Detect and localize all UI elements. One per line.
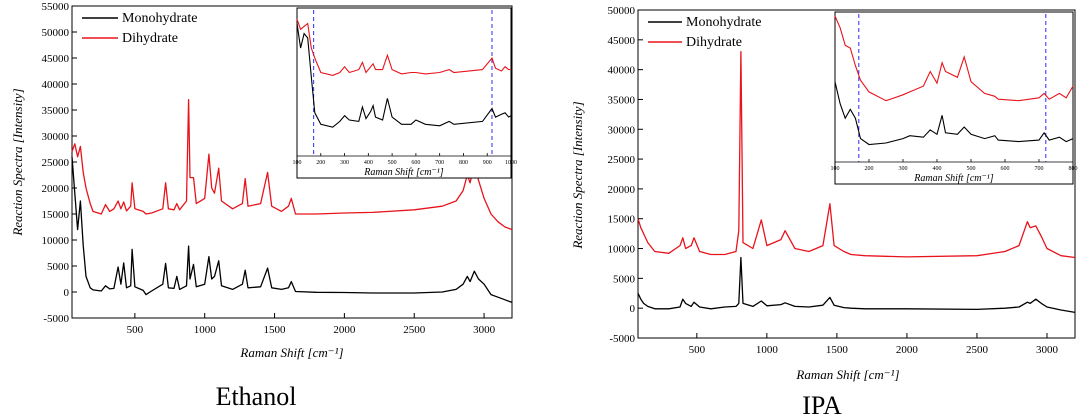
ipa-inset-x-tick-label: 800 [1069, 166, 1078, 172]
ethanol-x-tick-label: 3000 [473, 324, 496, 336]
ethanol-inset-x-tick-label: 400 [364, 160, 373, 166]
ipa-inset-x-tick-label: 700 [1035, 166, 1044, 172]
ipa-y-tick-label: 25000 [608, 154, 636, 166]
ipa-y-axis-label: Reaction Spectra [Intensity] [570, 101, 585, 249]
ipa-inset-x-tick-label: 200 [865, 166, 874, 172]
ethanol-x-axis-label: Raman Shift [cm⁻¹] [239, 345, 343, 360]
ipa-y-tick-labels: -5000 0 5000 10000 15000 20000 25000 30000 35000… [608, 5, 643, 345]
ethanol-y-tick-label: 40000 [42, 79, 70, 91]
ethanol-x-tick-label: 1500 [264, 324, 287, 336]
legend-label-dihydrate: Dihydrate [686, 35, 742, 50]
ethanol-y-tick-label: 45000 [42, 53, 70, 65]
ipa-x-tick-label: 3000 [1036, 344, 1059, 356]
ipa-y-tick-label: 35000 [608, 94, 636, 106]
ethanol-inset-x-tick-label: 500 [388, 160, 397, 166]
ipa-y-tick-label: -5000 [609, 333, 635, 345]
ethanol-x-tick-label: 2500 [403, 324, 426, 336]
ipa-x-tick-label: 2000 [896, 344, 919, 356]
ethanol-inset-x-tick-label: 200 [316, 160, 325, 166]
ipa-x-tick-label: 2500 [966, 344, 989, 356]
ethanol-x-tick-label: 500 [127, 324, 144, 336]
ethanol-y-tick-label: -5000 [43, 313, 69, 325]
ethanol-inset-frame [296, 7, 512, 179]
ethanol-y-tick-label: 5000 [47, 261, 70, 273]
ipa-x-tick-label: 1000 [756, 344, 779, 356]
ethanol-x-tick-label: 1000 [194, 324, 217, 336]
ipa-inset-frame [834, 11, 1074, 185]
ethanol-series-monohydrate [71, 156, 513, 304]
ipa-y-tick-label: 5000 [613, 273, 636, 285]
ipa-x-tick-label: 1500 [826, 344, 849, 356]
ipa-inset-x-tick-label: 600 [1001, 166, 1010, 172]
ipa-inset-series-dihydrate [834, 15, 1074, 102]
ipa-inset-x-tick-label: 300 [899, 166, 908, 172]
ipa-y-tick-label: 45000 [608, 35, 636, 47]
ipa-legend: Monohydrate Dihydrate [648, 15, 761, 50]
ipa-x-axis-label: Raman Shift [cm⁻¹] [795, 367, 899, 382]
ipa-panel: -5000 0 5000 10000 15000 20000 25000 30000 35000… [570, 5, 1078, 419]
ethanol-inset-x-tick-label: 700 [435, 160, 444, 166]
ethanol-legend: Monohydrate Dihydrate [82, 11, 197, 46]
ipa-inset-x-tick-label: 500 [967, 166, 976, 172]
ethanol-inset-x-axis-label: Raman Shift [cm⁻¹] [363, 167, 443, 178]
ethanol-panel: -5000 0 5000 10000 15000 20000 25000 30000 35000… [10, 1, 517, 411]
ipa-y-tick-label: 30000 [608, 124, 636, 136]
ethanol-inset-x-tick-label: 600 [411, 160, 420, 166]
ipa-series-group [637, 51, 1076, 314]
ethanol-inset-x-tick-label: 300 [340, 160, 349, 166]
ipa-y-tick-label: 50000 [608, 5, 636, 17]
ipa-inset-x-axis-label: Raman Shift [cm⁻¹] [913, 173, 993, 184]
legend-label-dihydrate: Dihydrate [122, 31, 178, 46]
ethanol-x-tick-labels: 500 1000 1500 2000 2500 3000 [127, 313, 496, 336]
ethanol-y-tick-label: 20000 [42, 183, 70, 195]
ipa-x-tick-label: 500 [689, 344, 706, 356]
ethanol-inset-x-tick-label: 1000 [505, 160, 517, 166]
ethanol-inset-series-monohydrate [296, 23, 512, 128]
legend-label-monohydrate: Monohydrate [122, 11, 197, 26]
ipa-y-tick-label: 10000 [608, 244, 636, 256]
ethanol-y-axis-label: Reaction Spectra [Intensity] [10, 88, 25, 236]
ipa-inset: 100 200 300 400 500 600 700 800 Raman Shift [cm⁻… [831, 11, 1078, 185]
ethanol-caption: Ethanol [216, 382, 297, 411]
ethanol-inset-series-dihydrate [296, 19, 511, 76]
ethanol-y-tick-label: 25000 [42, 157, 70, 169]
ethanol-y-tick-label: 10000 [42, 235, 70, 247]
ipa-plot-frame [637, 9, 1076, 339]
ethanol-inset: 100 200 300 400 500 600 700 800 900 1000 Raman Shi… [293, 7, 517, 179]
ethanol-y-tick-label: 0 [64, 287, 70, 299]
ethanol-y-tick-label: 55000 [42, 1, 70, 13]
ethanol-inset-x-tick-label: 800 [459, 160, 468, 166]
ipa-y-tick-label: 40000 [608, 65, 636, 77]
ipa-inset-x-tick-label: 100 [831, 166, 840, 172]
legend-label-monohydrate: Monohydrate [686, 15, 761, 30]
ipa-y-tick-label: 0 [630, 303, 636, 315]
ethanol-y-tick-label: 15000 [42, 209, 70, 221]
ethanol-series-dihydrate [71, 98, 513, 231]
ipa-series-dihydrate [637, 51, 1076, 259]
ipa-series-monohydrate [637, 256, 1076, 314]
ipa-y-tick-label: 20000 [608, 184, 636, 196]
ethanol-y-tick-label: 30000 [42, 131, 70, 143]
ethanol-inset-x-tick-label: 900 [483, 160, 492, 166]
ethanol-x-tick-label: 2000 [333, 324, 356, 336]
ipa-x-tick-labels: 500 1000 1500 2000 2500 3000 [689, 333, 1059, 356]
ipa-inset-x-tick-label: 400 [933, 166, 942, 172]
ethanol-series-group [71, 98, 513, 304]
ethanol-y-tick-labels: -5000 0 5000 10000 15000 20000 25000 30000 35000… [42, 1, 77, 325]
ipa-caption: IPA [802, 391, 842, 419]
ethanol-y-tick-label: 50000 [42, 27, 70, 39]
ethanol-y-tick-label: 35000 [42, 105, 70, 117]
ipa-inset-series-monohydrate [834, 81, 1074, 146]
ethanol-inset-x-tick-label: 100 [293, 160, 302, 166]
ipa-y-tick-label: 15000 [608, 214, 636, 226]
